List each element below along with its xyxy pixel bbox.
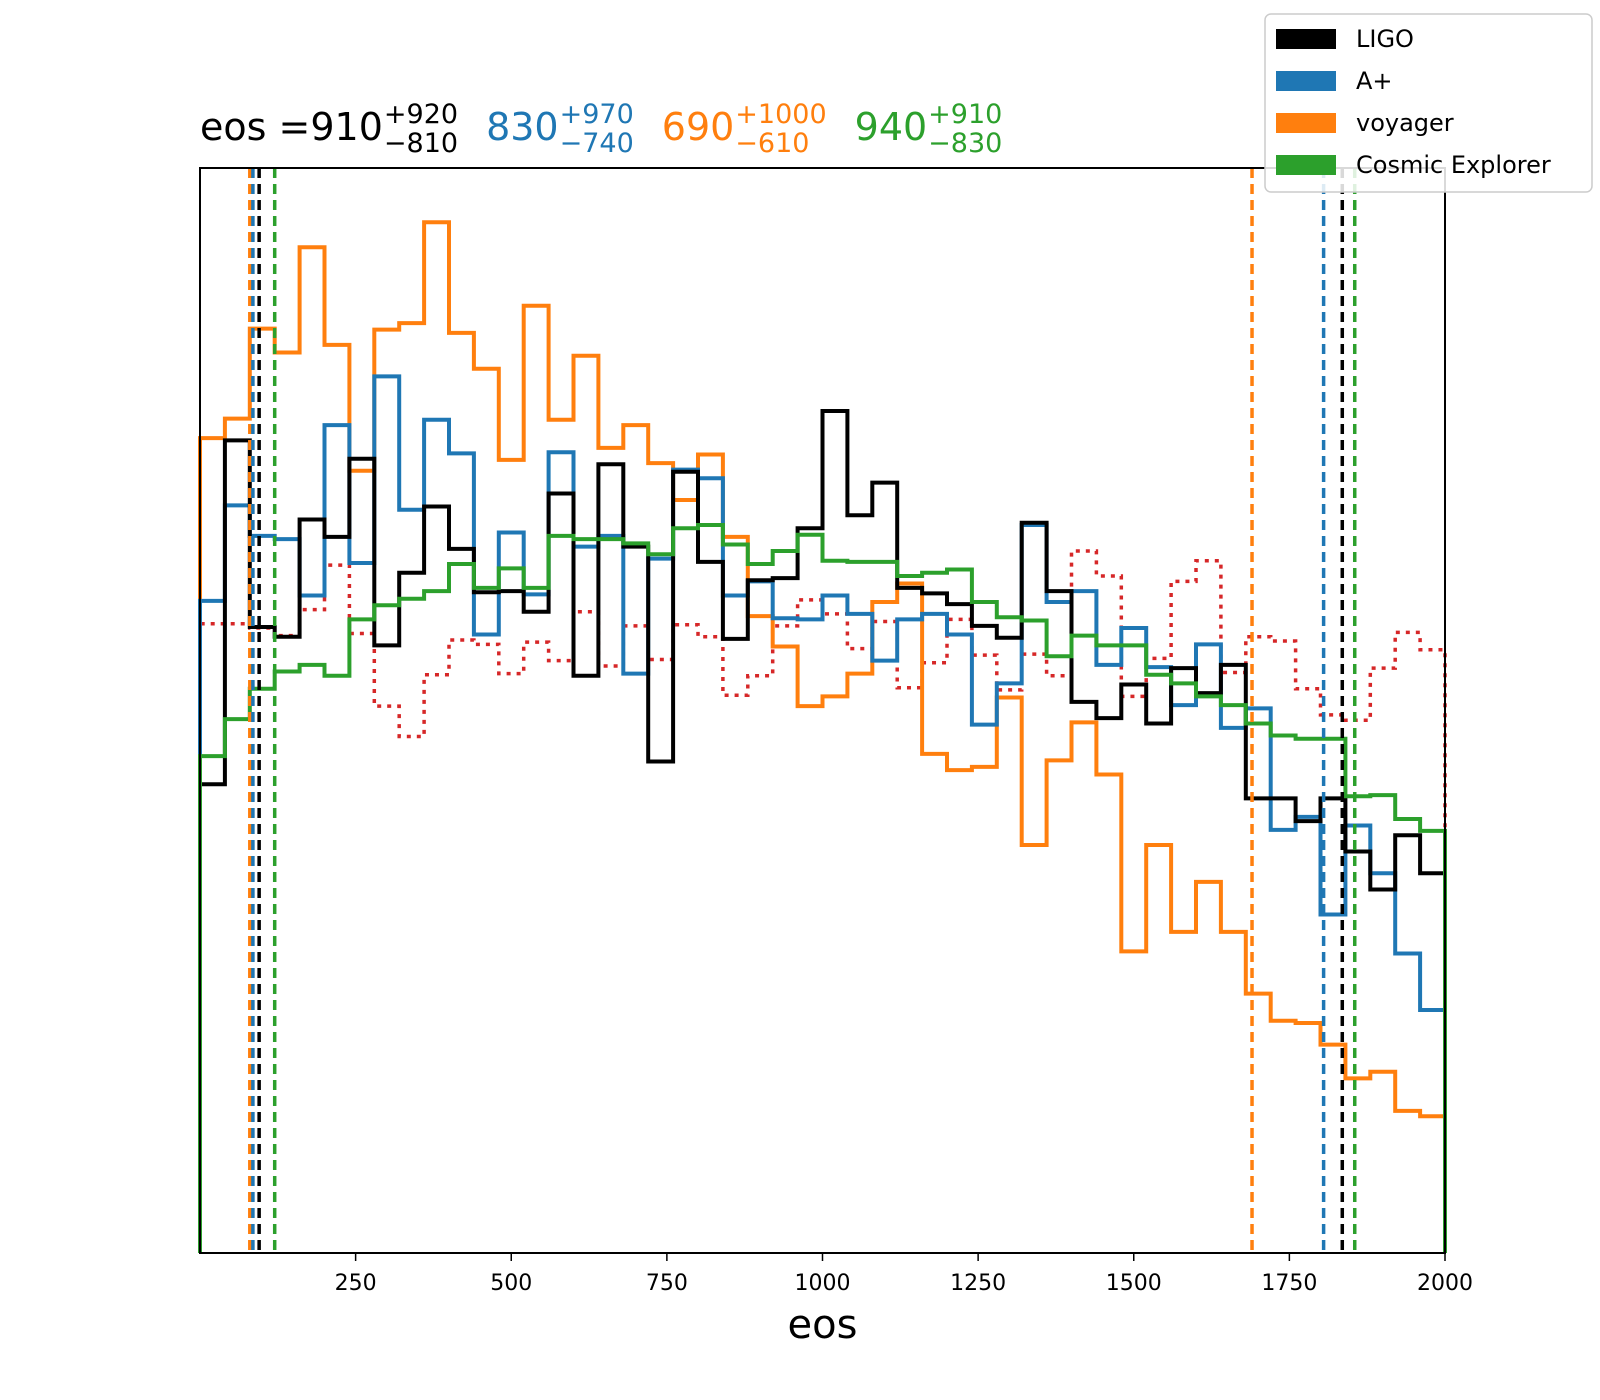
chart-title: eos = 910 +920−810 830 +970−740 690 +1000−610…	[200, 99, 1002, 159]
histogram-series-cosmic-explorer	[198, 522, 1447, 1253]
x-tick-label: 2000	[1417, 1271, 1473, 1296]
x-tick-label: 1500	[1106, 1271, 1162, 1296]
x-tick-label: 1750	[1261, 1271, 1317, 1296]
legend-swatch	[1276, 155, 1336, 175]
x-tick-label: 500	[490, 1271, 532, 1296]
x-axis-ticks: 250 500 750 1000 1250 1500 1750 2000	[335, 1253, 1473, 1296]
legend-label: A+	[1356, 67, 1393, 95]
legend-label: voyager	[1356, 109, 1454, 137]
title-lower-error: −810	[384, 128, 458, 159]
title-value: 940	[855, 105, 928, 149]
title-value: 830	[486, 105, 559, 149]
legend-swatch	[1276, 113, 1336, 133]
title-text: eos =	[200, 105, 310, 149]
legend-box	[1264, 13, 1593, 193]
title-upper-error: +920	[384, 99, 458, 130]
x-tick-label: 1000	[795, 1271, 851, 1296]
histogram-series-voyager	[198, 220, 1447, 1253]
title-value: 910	[310, 105, 383, 149]
title-lower-error: −740	[560, 128, 634, 159]
legend-label: LIGO	[1356, 25, 1414, 53]
credible-interval-lines	[248, 168, 1357, 1253]
title-lower-error: −610	[735, 128, 809, 159]
x-axis-label: eos	[788, 1302, 858, 1348]
legend-swatch	[1276, 29, 1336, 49]
title-upper-error: +970	[560, 99, 634, 130]
legend-swatch	[1276, 71, 1336, 91]
x-tick-label: 750	[646, 1271, 688, 1296]
title-value: 690	[662, 105, 735, 149]
legend-label: Cosmic Explorer	[1356, 151, 1551, 179]
title-upper-error: +1000	[735, 99, 826, 130]
x-tick-label: 250	[335, 1271, 377, 1296]
legend: LIGO A+ voyager Cosmic Explorer	[1264, 13, 1593, 193]
title-upper-error: +910	[928, 99, 1002, 130]
title-prefix: eos =	[200, 105, 310, 149]
title-lower-error: −830	[928, 128, 1002, 159]
x-tick-label: 1250	[950, 1271, 1006, 1296]
series-layer	[198, 220, 1447, 1253]
